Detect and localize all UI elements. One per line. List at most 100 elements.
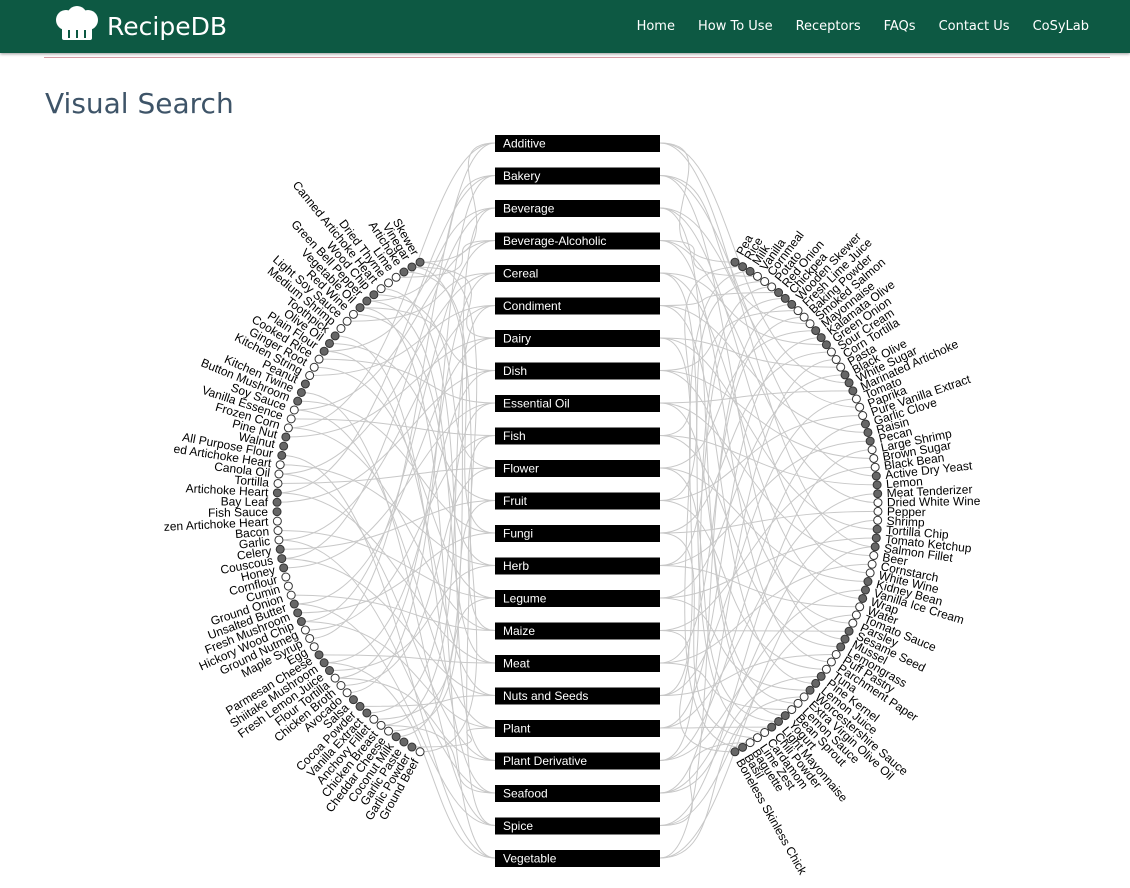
category-node[interactable]: Nuts and Seeds [495,687,660,705]
ingredient-dot[interactable] [767,282,777,292]
ingredient-label[interactable]: Fish Sauce [208,505,269,520]
ingredient-dot[interactable] [384,278,394,288]
ingredient-dot[interactable] [272,516,282,526]
category-label[interactable]: Fruit [503,494,528,508]
category-label[interactable]: Dish [503,364,527,378]
ingredient-dot[interactable] [752,733,762,743]
category-label[interactable]: Vegetable [503,852,557,866]
category-node[interactable]: Beverage [495,200,660,217]
ingredient-dot[interactable] [738,742,748,752]
ingredient-dot[interactable] [855,402,865,412]
category-node[interactable]: Seafood [495,785,660,802]
category-label[interactable]: Seafood [503,787,548,801]
ingredient-dot[interactable] [342,316,352,326]
ingredient-dot[interactable] [305,371,315,381]
category-node[interactable]: Condiment [495,297,660,315]
ingredient-dot[interactable] [826,657,836,667]
ingredient-dot[interactable] [840,634,850,644]
ingredient-dot[interactable] [305,633,315,643]
category-node[interactable]: Fruit [495,492,660,510]
nav-link[interactable]: Home [636,19,675,34]
ingredient-dot[interactable] [745,266,755,276]
ingredient-dot[interactable] [362,296,372,306]
category-label[interactable]: Essential Oil [503,397,570,411]
ingredient-label[interactable]: Celery [236,544,272,563]
ingredient-dot[interactable] [319,658,329,668]
ingredient-dot[interactable] [851,394,861,404]
ingredient-dot[interactable] [873,489,883,499]
nav-link[interactable]: Receptors [795,19,861,34]
category-label[interactable]: Maize [503,624,535,638]
ingredient-label[interactable]: Meat Tenderizer [886,482,972,500]
ingredient-dot[interactable] [767,722,777,732]
ingredient-dot[interactable] [780,711,790,721]
ingredient-dot[interactable] [821,664,831,674]
ingredient-dot[interactable] [348,309,358,319]
ingredient-dot[interactable] [851,610,861,620]
ingredient-label[interactable]: Canola Oil [214,459,271,479]
ingredient-dot[interactable] [870,462,880,472]
ingredient-dot[interactable] [858,593,868,603]
ingredient-dot[interactable] [860,585,870,595]
ingredient-dot[interactable] [279,563,289,573]
category-label[interactable]: Spice [503,819,533,833]
category-node[interactable]: Vegetable [495,850,660,867]
category-label[interactable]: Bakery [503,169,540,183]
ingredient-dot[interactable] [869,453,879,463]
ingredient-dot[interactable] [826,347,836,357]
ingredient-dot[interactable] [816,333,826,343]
ingredient-dot[interactable] [277,450,287,460]
ingredient-dot[interactable] [362,708,372,718]
ingredient-dot[interactable] [780,293,790,303]
category-node[interactable]: Bakery [495,167,660,185]
ingredient-dot[interactable] [407,262,417,272]
ingredient-dot[interactable] [738,262,748,272]
ingredient-label[interactable]: Tortilla [234,473,270,490]
ingredient-label[interactable]: Dried White Wine [887,494,981,509]
category-label[interactable]: Beverage-Alcoholic [503,234,606,248]
ingredient-dot[interactable] [324,666,334,676]
ingredient-dot[interactable] [296,617,306,627]
ingredient-dot[interactable] [324,338,334,348]
ingredient-label[interactable]: Bacon [235,524,270,541]
ingredient-dot[interactable] [730,747,740,757]
ingredient-dot[interactable] [355,701,365,711]
ingredient-dot[interactable] [872,480,882,490]
ingredient-dot[interactable] [730,257,740,267]
ingredient-dot[interactable] [871,471,881,481]
category-node[interactable]: Plant [495,720,660,737]
ingredient-dot[interactable] [840,370,850,380]
category-node[interactable]: Additive [495,135,660,152]
ingredient-dot[interactable] [848,618,858,628]
ingredient-dot[interactable] [277,554,287,564]
ingredient-dot[interactable] [760,727,770,737]
category-label[interactable]: Flower [503,462,539,476]
category-node[interactable]: Dairy [495,330,660,347]
ingredient-dot[interactable] [309,362,319,372]
brand[interactable]: RecipeDB [107,12,227,41]
ingredient-dot[interactable] [376,284,386,294]
ingredient-dot[interactable] [867,445,877,455]
ingredient-dot[interactable] [799,692,809,702]
category-label[interactable]: Plant [503,722,531,736]
category-node[interactable]: Maize [495,622,660,640]
ingredient-dot[interactable] [844,378,854,388]
ingredient-dot[interactable] [831,649,841,659]
category-node[interactable]: Fungi [495,525,660,542]
ingredient-dot[interactable] [273,478,283,488]
ingredient-dot[interactable] [283,581,293,591]
ingredient-dot[interactable] [289,599,299,609]
ingredient-dot[interactable] [811,678,821,688]
nav-link[interactable]: Contact Us [938,19,1010,34]
category-node[interactable]: Herb [495,557,660,575]
ingredient-dot[interactable] [314,354,324,364]
ingredient-dot[interactable] [831,355,841,365]
ingredient-dot[interactable] [296,387,306,397]
ingredient-label[interactable]: Artichoke Heart [185,481,269,499]
ingredient-dot[interactable] [293,396,303,406]
ingredient-dot[interactable] [293,608,303,618]
ingredient-dot[interactable] [272,497,282,507]
ingredient-dot[interactable] [384,726,394,736]
category-label[interactable]: Nuts and Seeds [503,689,588,703]
ingredient-dot[interactable] [275,460,285,470]
